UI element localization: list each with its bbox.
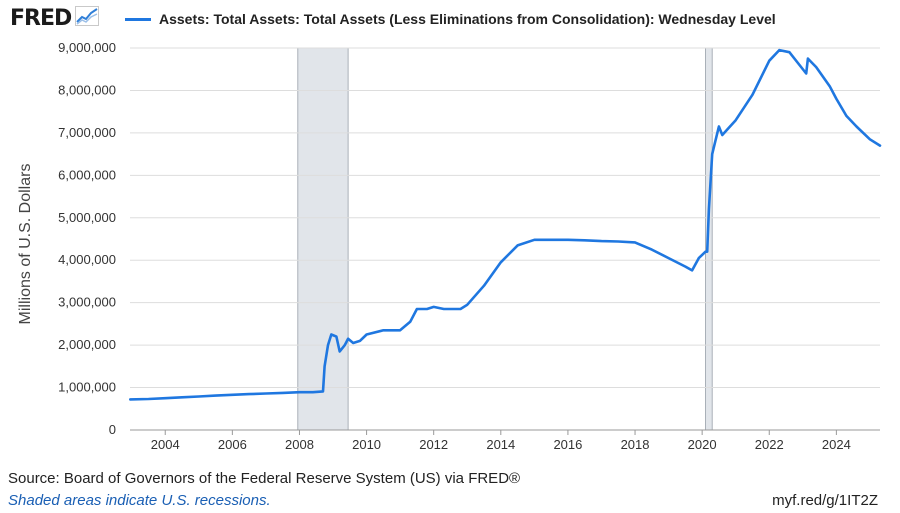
short-link[interactable]: myf.red/g/1IT2Z bbox=[772, 492, 878, 509]
fred-logo[interactable]: FRED bbox=[10, 6, 100, 31]
x-tick-label: 2014 bbox=[486, 437, 515, 452]
legend-label: Assets: Total Assets: Total Assets (Less… bbox=[159, 11, 776, 27]
y-tick-label: 8,000,000 bbox=[58, 82, 116, 97]
y-tick-label: 3,000,000 bbox=[58, 295, 116, 310]
y-tick-label: 9,000,000 bbox=[58, 40, 116, 55]
x-tick-label: 2020 bbox=[688, 437, 717, 452]
y-tick-label: 1,000,000 bbox=[58, 380, 116, 395]
fred-logo-text: FRED bbox=[10, 6, 72, 31]
x-tick-label: 2008 bbox=[285, 437, 314, 452]
y-axis-label: Millions of U.S. Dollars bbox=[17, 164, 34, 325]
series-line-0 bbox=[129, 48, 882, 401]
y-tick-label: 2,000,000 bbox=[58, 337, 116, 352]
x-tick-label: 2004 bbox=[151, 437, 180, 452]
y-tick-label: 5,000,000 bbox=[58, 210, 116, 225]
x-tick-label: 2006 bbox=[218, 437, 247, 452]
trend-line-icon bbox=[75, 6, 100, 31]
x-tick-label: 2016 bbox=[553, 437, 582, 452]
x-tick-label: 2018 bbox=[621, 437, 650, 452]
source-note: Source: Board of Governors of the Federa… bbox=[8, 470, 521, 487]
y-tick-label: 0 bbox=[109, 422, 116, 437]
y-tick-label: 7,000,000 bbox=[58, 125, 116, 140]
y-tick-label: 4,000,000 bbox=[58, 252, 116, 267]
x-tick-label: 2010 bbox=[352, 437, 381, 452]
x-tick-label: 2012 bbox=[419, 437, 448, 452]
x-tick-label: 2022 bbox=[755, 437, 784, 452]
x-tick-label: 2024 bbox=[822, 437, 851, 452]
chart-header: FRED Assets: Total Assets: Total Assets … bbox=[8, 6, 888, 34]
recession-note: Shaded areas indicate U.S. recessions. bbox=[8, 492, 271, 509]
chart-legend: Assets: Total Assets: Total Assets (Less… bbox=[125, 11, 776, 27]
legend-swatch bbox=[125, 17, 151, 21]
y-tick-label: 6,000,000 bbox=[58, 167, 116, 182]
